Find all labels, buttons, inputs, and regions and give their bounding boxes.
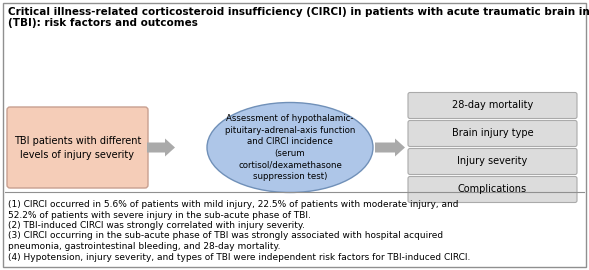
Text: (3) CIRCI occurring in the sub-acute phase of TBI was strongly associated with h: (3) CIRCI occurring in the sub-acute pha… — [8, 231, 443, 241]
Text: 28-day mortality: 28-day mortality — [452, 100, 533, 110]
Text: 52.2% of patients with severe injury in the sub-acute phase of TBI.: 52.2% of patients with severe injury in … — [8, 211, 311, 220]
Ellipse shape — [207, 103, 373, 193]
Text: pneumonia, gastrointestinal bleeding, and 28-day mortality.: pneumonia, gastrointestinal bleeding, an… — [8, 242, 280, 251]
Text: TBI patients with different
levels of injury severity: TBI patients with different levels of in… — [14, 136, 141, 160]
Text: Critical illness-related corticosteroid insufficiency (CIRCI) in patients with a: Critical illness-related corticosteroid … — [8, 7, 589, 17]
FancyBboxPatch shape — [408, 177, 577, 202]
Text: Assessment of hypothalamic-
pituitary-adrenal-axis function
and CIRCI incidence
: Assessment of hypothalamic- pituitary-ad… — [225, 114, 355, 181]
FancyArrow shape — [147, 139, 175, 157]
FancyBboxPatch shape — [7, 107, 148, 188]
Text: (2) TBI-induced CIRCI was strongly correlated with injury severity.: (2) TBI-induced CIRCI was strongly corre… — [8, 221, 305, 230]
Text: (TBI): risk factors and outcomes: (TBI): risk factors and outcomes — [8, 18, 198, 28]
FancyArrow shape — [375, 139, 405, 157]
Text: (1) CIRCI occurred in 5.6% of patients with mild injury, 22.5% of patients with : (1) CIRCI occurred in 5.6% of patients w… — [8, 200, 458, 209]
Text: (4) Hypotension, injury severity, and types of TBI were independent risk factors: (4) Hypotension, injury severity, and ty… — [8, 252, 471, 262]
FancyBboxPatch shape — [408, 120, 577, 147]
FancyBboxPatch shape — [408, 93, 577, 119]
FancyBboxPatch shape — [408, 148, 577, 174]
Text: Complications: Complications — [458, 184, 527, 194]
Text: Brain injury type: Brain injury type — [452, 129, 533, 139]
Text: Injury severity: Injury severity — [458, 157, 528, 167]
